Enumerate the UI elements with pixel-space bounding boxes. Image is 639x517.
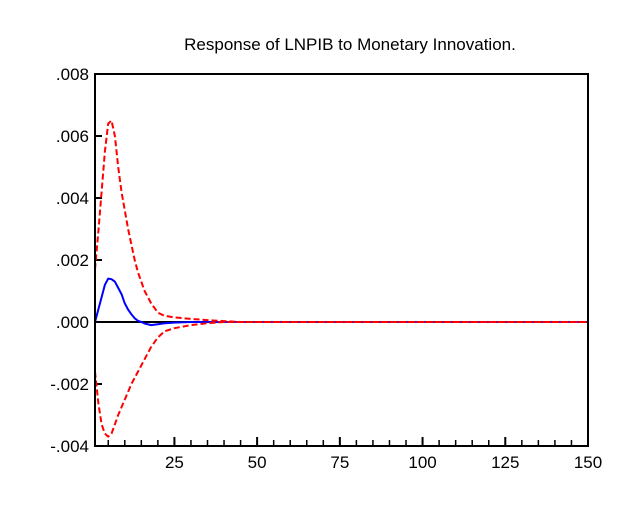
chart-title: Response of LNPIB to Monetary Innovation…: [184, 35, 516, 54]
y-tick-label: .000: [56, 313, 89, 332]
series-line-upper-band: [94, 119, 588, 323]
series-line-lower-band: [94, 321, 588, 438]
x-tick-label: 50: [248, 453, 267, 472]
x-tick-label: 100: [408, 453, 436, 472]
x-tick-label: 75: [330, 453, 349, 472]
plot-frame: [94, 73, 589, 447]
y-tick-label: .002: [56, 251, 89, 270]
y-tick-label: -.004: [50, 437, 89, 456]
x-tick-label: 25: [165, 453, 184, 472]
y-tick-label: -.002: [50, 375, 89, 394]
x-tick-label: 125: [491, 453, 519, 472]
x-tick-label: 150: [574, 453, 602, 472]
series-line-response: [94, 277, 588, 327]
y-tick-label: .004: [56, 189, 89, 208]
y-tick-label: .008: [56, 65, 89, 84]
y-tick-label: .006: [56, 127, 89, 146]
